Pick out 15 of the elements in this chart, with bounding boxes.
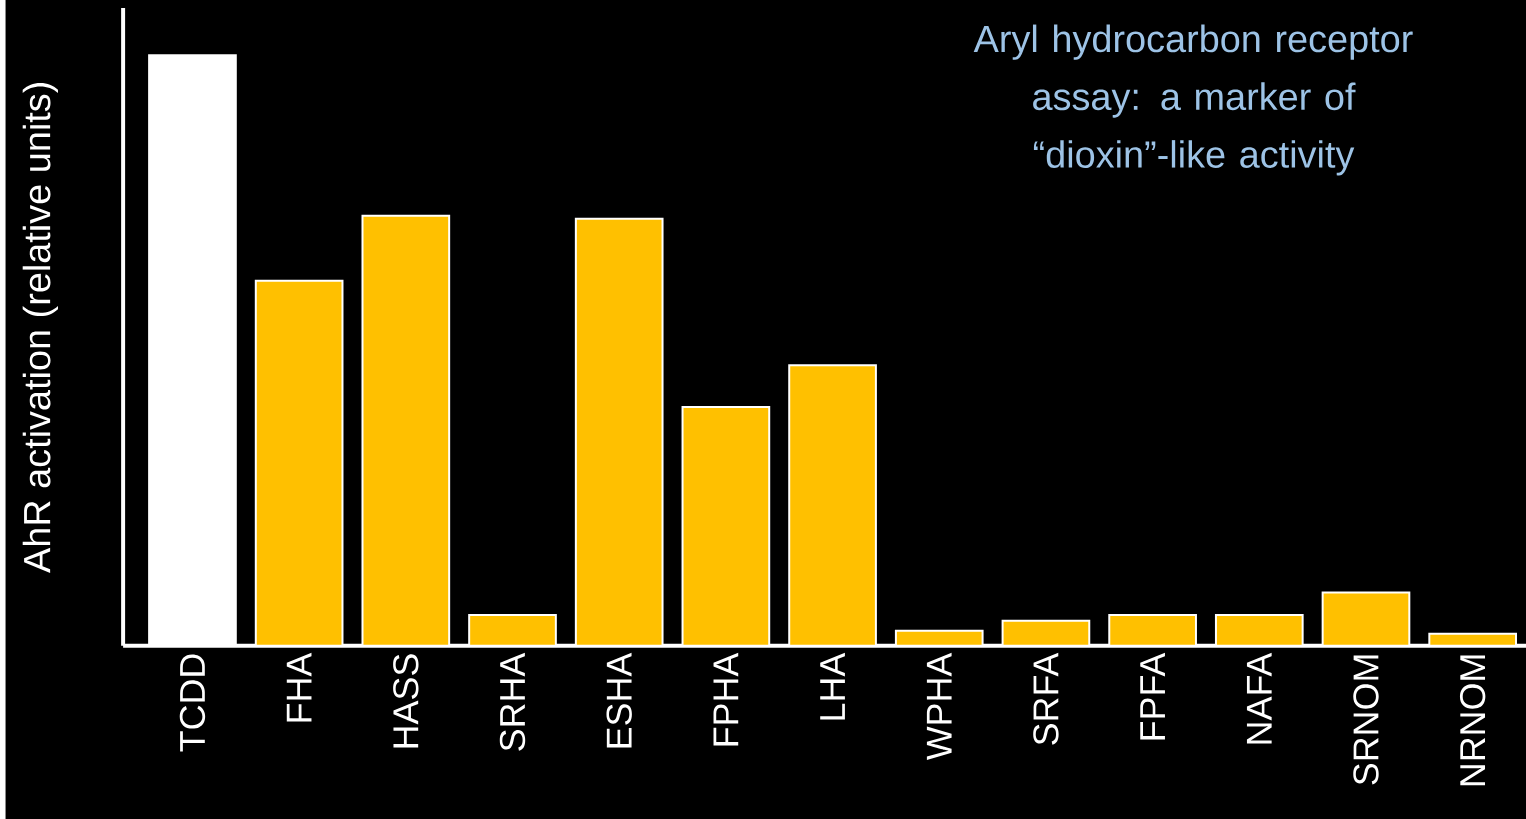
x-tick-label: NRNOM <box>1459 655 1486 786</box>
x-tick-label: SRFA <box>1033 652 1059 745</box>
x-tick-label: FPHA <box>713 652 739 746</box>
x-tick-label: LHA <box>820 652 845 720</box>
x-tick-label: FHA <box>286 652 312 722</box>
text: Aryl hydrocarbon receptor assay: a marker of “dioxin”-like activity <box>973 24 1413 176</box>
y-axis-title: AhR activation (relative units) <box>22 83 58 573</box>
x-tick-label: HASS <box>393 654 419 748</box>
x-tick-label: NAFA <box>1246 652 1272 744</box>
x-tick-label: TCDD <box>179 654 206 752</box>
x-tick-label: SRNOM <box>1353 655 1379 785</box>
x-tick-label: WPHA <box>926 652 952 761</box>
x-tick-label: ESHA <box>606 652 632 748</box>
x-tick-label: SRHA <box>499 652 526 751</box>
x-tick-label: FPFA <box>1140 652 1165 740</box>
